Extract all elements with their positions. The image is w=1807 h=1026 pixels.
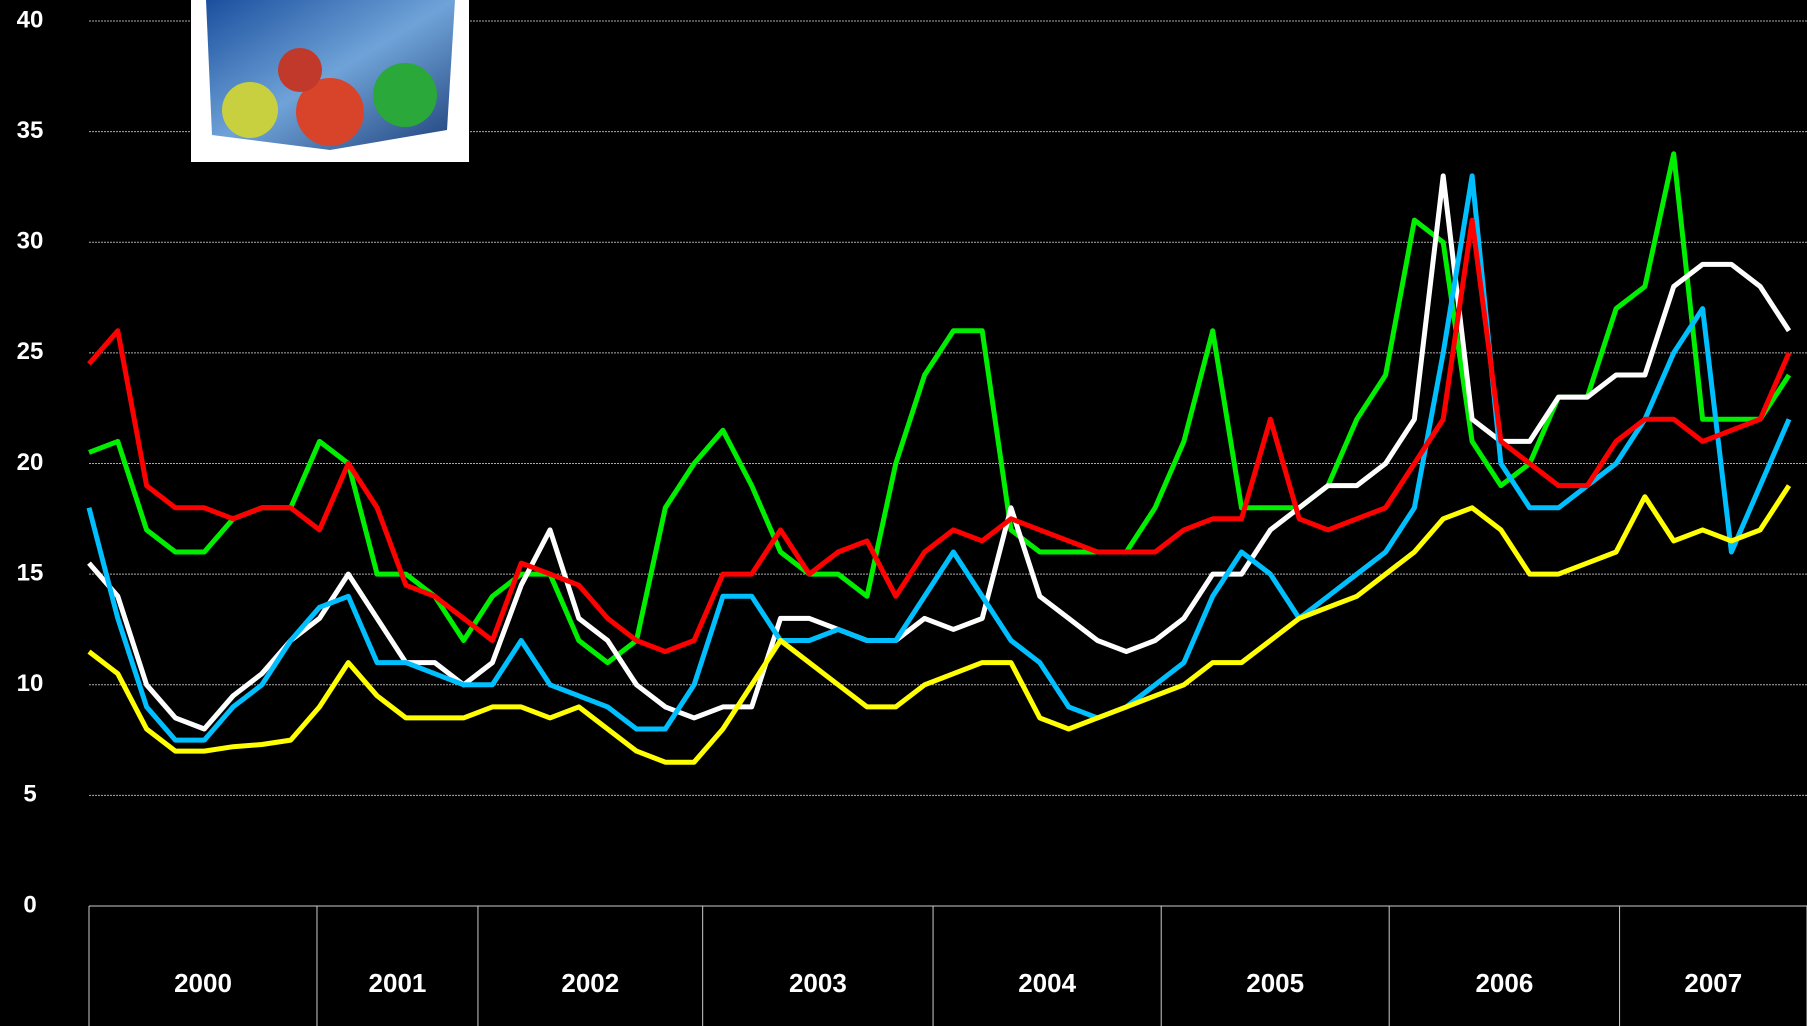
y-tick-label: 25 [17,338,44,365]
y-tick-label: 15 [17,559,44,586]
x-tick-label: 2005 [1246,968,1304,998]
x-tick-label: 2001 [369,968,427,998]
x-tick-label: 2000 [174,968,232,998]
x-tick-label: 2007 [1684,968,1742,998]
x-tick-label: 2002 [561,968,619,998]
y-tick-label: 10 [17,670,44,697]
product-photo [191,0,469,162]
y-tick-label: 40 [17,6,44,33]
chart: 0 5 10 15 20 25 30 35 40 2000 2001 2002 2003 2004 2005… [0,0,1807,1026]
x-tick-label: 2004 [1018,968,1076,998]
y-tick-label: 30 [17,228,44,255]
y-tick-label: 0 [23,891,36,918]
x-tick-label: 2006 [1475,968,1533,998]
y-tick-label: 20 [17,449,44,476]
x-tick-label: 2003 [789,968,847,998]
y-tick-label: 35 [17,117,44,144]
y-tick-label: 5 [23,781,36,808]
